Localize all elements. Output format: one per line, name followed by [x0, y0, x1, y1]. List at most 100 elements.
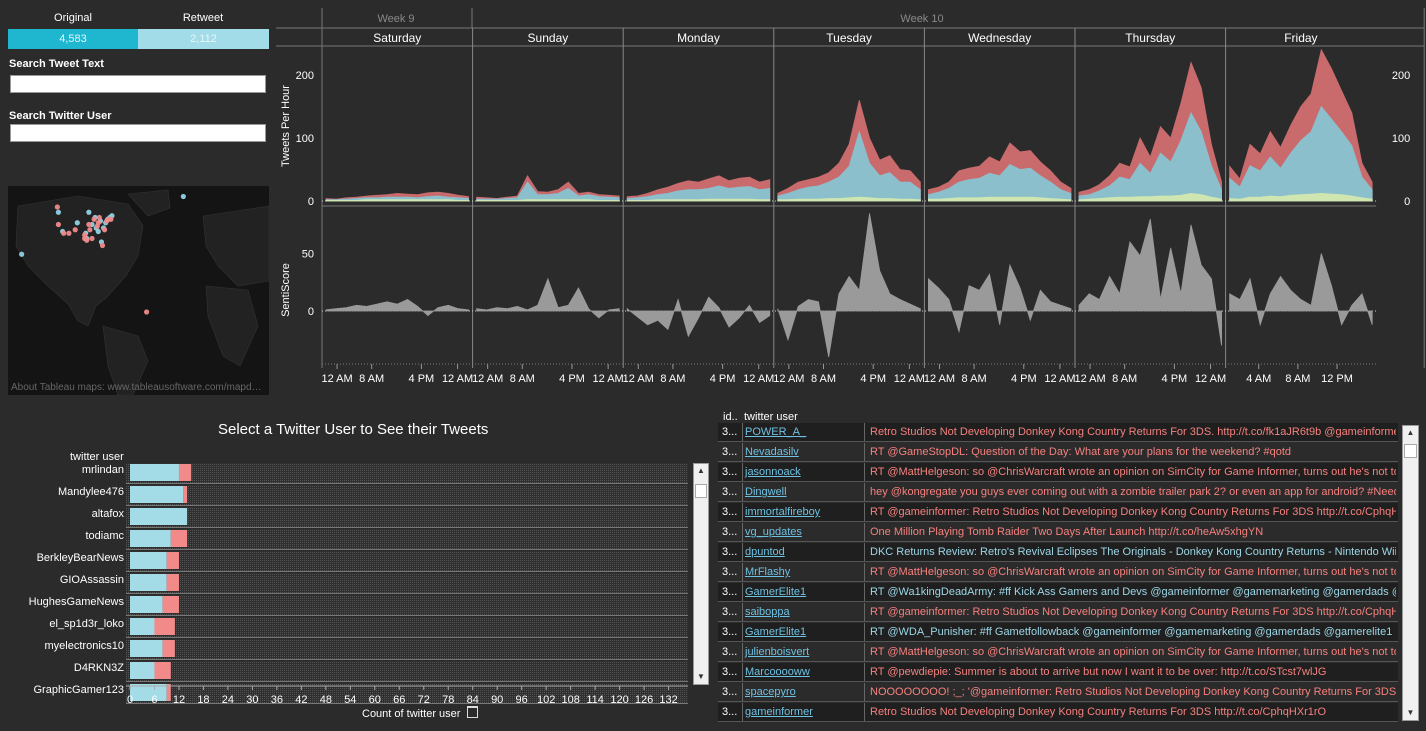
- tweet-scroll-up-arrow[interactable]: ▲: [1406, 428, 1415, 437]
- map-point-retweet[interactable]: [91, 216, 97, 222]
- bar-retweet[interactable]: [166, 684, 171, 701]
- map-point-original[interactable]: [55, 209, 62, 215]
- table-header-id[interactable]: id..: [723, 411, 738, 423]
- twitter-user-link[interactable]: GamerElite1: [742, 623, 865, 641]
- bar-category-label[interactable]: Mandylee476: [57, 486, 124, 498]
- bar-retweet[interactable]: [166, 552, 179, 569]
- area-sentiscore[interactable]: [626, 296, 771, 338]
- area-sentiscore[interactable]: [928, 263, 1072, 334]
- area-original[interactable]: [626, 185, 771, 202]
- tweet-table-row[interactable]: 3... GamerElite1 RT @Wa1kingDeadArmy: #ff …: [718, 583, 1398, 602]
- map-point-original[interactable]: [180, 193, 186, 200]
- bar-row-background[interactable]: [126, 573, 688, 593]
- bar-category-label[interactable]: GraphicGamer123: [33, 684, 125, 696]
- bar-category-label[interactable]: todiamc: [85, 530, 124, 542]
- map-point-retweet[interactable]: [102, 227, 108, 233]
- bar-retweet[interactable]: [154, 662, 171, 679]
- map-point-retweet[interactable]: [87, 227, 93, 233]
- area-positive[interactable]: [928, 196, 1072, 202]
- timeline-charts[interactable]: Week 9 Week 10 Saturday 12 AM 8 AM 4 PM 12 AM S…: [276, 8, 1426, 398]
- twitter-user-link[interactable]: saiboppa: [742, 603, 865, 621]
- bar-category-label[interactable]: altafox: [91, 508, 124, 520]
- tweet-table-row[interactable]: 3... vg_updates One Million Playing Tomb R…: [718, 523, 1398, 542]
- bar-category-label[interactable]: BerkleyBearNews: [36, 552, 124, 564]
- map-point-retweet[interactable]: [89, 235, 95, 242]
- bar-retweet[interactable]: [183, 486, 188, 503]
- search-tweet-text-input[interactable]: [10, 75, 266, 93]
- map-point-retweet[interactable]: [84, 237, 90, 243]
- bar-row-background[interactable]: [126, 595, 688, 615]
- area-original[interactable]: [1078, 111, 1222, 202]
- bar-original[interactable]: [130, 508, 188, 525]
- twitter-user-link[interactable]: Nevadasilv: [742, 443, 865, 461]
- bar-category-label[interactable]: mrlindan: [81, 464, 124, 476]
- area-sentiscore[interactable]: [777, 213, 921, 358]
- bar-original[interactable]: [130, 530, 171, 547]
- twitter-user-link[interactable]: MrFlashy: [742, 563, 865, 581]
- bar-category-label[interactable]: el_sp1d3r_loko: [49, 618, 124, 630]
- area-sentiscore[interactable]: [325, 299, 469, 317]
- map-point-retweet[interactable]: [66, 230, 72, 236]
- search-twitter-user-input[interactable]: [10, 124, 266, 142]
- bar-row-background[interactable]: [126, 683, 688, 703]
- bar-row-background[interactable]: [126, 617, 688, 637]
- bar-row-background[interactable]: [126, 529, 688, 549]
- bar-original[interactable]: [130, 552, 167, 569]
- map-point-original[interactable]: [86, 209, 92, 215]
- bar-category-label[interactable]: GIOAssassin: [59, 574, 124, 586]
- twitter-user-link[interactable]: spacepyro: [742, 683, 865, 701]
- area-positive[interactable]: [1229, 192, 1373, 202]
- tweet-table-row[interactable]: 3... GamerElite1 RT @WDA_Punisher: #ff Gam…: [718, 623, 1398, 642]
- day-header[interactable]: Thursday: [1125, 31, 1175, 45]
- area-original[interactable]: [476, 181, 620, 202]
- sort-icon[interactable]: [466, 706, 478, 718]
- bar-original[interactable]: [130, 684, 167, 701]
- twitter-user-link[interactable]: dpuntod: [742, 543, 865, 561]
- twitter-user-link[interactable]: POWER_A_: [742, 423, 865, 441]
- bar-category-label[interactable]: D4RKN3Z: [73, 662, 124, 674]
- bar-retweet[interactable]: [162, 640, 175, 657]
- retweet-toggle-button[interactable]: 2,112: [138, 29, 269, 49]
- twitter-user-link[interactable]: julienboisvert: [742, 643, 865, 661]
- tweet-table-row[interactable]: 3... POWER_A_ Retro Studios Not Developing…: [718, 423, 1398, 442]
- tweet-table-scrollbar[interactable]: ▲ ▼: [1402, 425, 1419, 721]
- map-point-retweet[interactable]: [94, 223, 100, 229]
- map-point-retweet[interactable]: [55, 221, 62, 228]
- map-point-retweet[interactable]: [144, 309, 150, 315]
- twitter-user-link[interactable]: Marcooooww: [742, 663, 865, 681]
- tweet-table-row[interactable]: 3... immortalfireboy RT @gameinformer: Ret…: [718, 503, 1398, 522]
- twitter-user-link[interactable]: GamerElite1: [742, 583, 865, 601]
- bar-list-scrollbar[interactable]: ▲ ▼: [693, 463, 709, 685]
- area-positive[interactable]: [1078, 192, 1222, 202]
- scroll-down-arrow[interactable]: ▼: [697, 672, 705, 681]
- area-sentiscore[interactable]: [1229, 253, 1373, 327]
- bar-retweet[interactable]: [178, 464, 192, 481]
- table-header-user[interactable]: twitter user: [744, 411, 798, 423]
- map-point-retweet[interactable]: [108, 216, 114, 222]
- day-header[interactable]: Monday: [677, 31, 720, 45]
- tweet-location-map[interactable]: About Tableau maps: www.tableausoftware.…: [8, 186, 269, 395]
- bar-row-background[interactable]: [126, 507, 688, 527]
- twitter-user-link[interactable]: immortalfireboy: [742, 503, 865, 521]
- area-original[interactable]: [1229, 105, 1373, 202]
- twitter-user-link[interactable]: Dingwell: [742, 483, 865, 501]
- bar-row-background[interactable]: [126, 485, 688, 505]
- bar-retweet[interactable]: [166, 574, 179, 591]
- bar-original[interactable]: [130, 618, 155, 635]
- area-positive[interactable]: [777, 196, 921, 202]
- map-point-retweet[interactable]: [86, 221, 92, 228]
- bar-retweet[interactable]: [170, 530, 188, 547]
- bar-retweet[interactable]: [154, 618, 175, 635]
- day-header[interactable]: Saturday: [373, 31, 421, 45]
- bar-row-background[interactable]: [126, 551, 688, 571]
- map-point-retweet[interactable]: [99, 242, 106, 249]
- scroll-up-arrow[interactable]: ▲: [697, 466, 705, 475]
- bar-original[interactable]: [130, 464, 179, 481]
- area-original[interactable]: [928, 164, 1072, 202]
- tweet-table-row[interactable]: 3... gameinformer Retro Studios Not Develo…: [718, 703, 1398, 722]
- bar-retweet[interactable]: [162, 596, 179, 613]
- map-point-retweet[interactable]: [72, 227, 78, 233]
- day-header[interactable]: Friday: [1284, 31, 1317, 45]
- area-positive[interactable]: [626, 198, 771, 202]
- bar-original[interactable]: [130, 596, 163, 613]
